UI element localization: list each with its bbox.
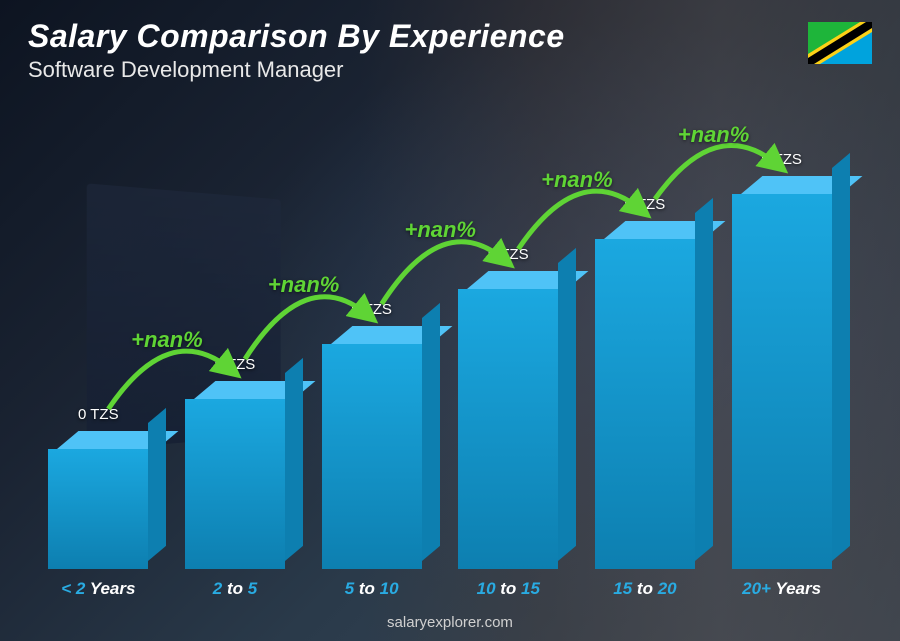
header: Salary Comparison By Experience Software… <box>28 18 565 83</box>
x-axis-label: 20+ Years <box>722 579 842 599</box>
bar-group: 0 TZS <box>175 356 295 569</box>
x-axis-label: 15 to 20 <box>585 579 705 599</box>
delta-label: +nan% <box>678 122 750 148</box>
delta-label: +nan% <box>268 272 340 298</box>
bar-value-label: 0 TZS <box>761 151 802 168</box>
x-axis: < 2 Years 2 to 5 5 to 10 10 to 15 15 to 20 20… <box>30 579 850 599</box>
delta-label: +nan% <box>541 167 613 193</box>
country-flag-icon <box>808 22 872 64</box>
bar-value-label: 0 TZS <box>78 406 119 423</box>
bar <box>185 381 285 569</box>
delta-label: +nan% <box>131 327 203 353</box>
bar-value-label: 0 TZS <box>625 196 666 213</box>
chart-subtitle: Software Development Manager <box>28 57 565 83</box>
x-axis-label: 10 to 15 <box>448 579 568 599</box>
bar-value-label: 0 TZS <box>351 301 392 318</box>
bar-group: 0 TZS <box>38 406 158 569</box>
bar <box>322 326 422 569</box>
bar <box>48 431 148 569</box>
footer-credit: salaryexplorer.com <box>0 614 900 631</box>
bar <box>595 221 695 569</box>
bar <box>458 271 558 569</box>
delta-label: +nan% <box>404 217 476 243</box>
bar-value-label: 0 TZS <box>215 356 256 373</box>
bar-group: 0 TZS <box>585 196 705 569</box>
bar <box>732 176 832 569</box>
chart-title: Salary Comparison By Experience <box>28 18 565 55</box>
x-axis-label: 2 to 5 <box>175 579 295 599</box>
bar-value-label: 0 TZS <box>488 246 529 263</box>
x-axis-label: < 2 Years <box>38 579 158 599</box>
bar-chart: 0 TZS 0 TZS 0 TZS 0 TZS 0 TZS 0 TZS +nan% +nan%… <box>30 120 850 569</box>
bar-group: 0 TZS <box>722 151 842 569</box>
bar-group: 0 TZS <box>312 301 432 569</box>
x-axis-label: 5 to 10 <box>312 579 432 599</box>
bar-group: 0 TZS <box>448 246 568 569</box>
